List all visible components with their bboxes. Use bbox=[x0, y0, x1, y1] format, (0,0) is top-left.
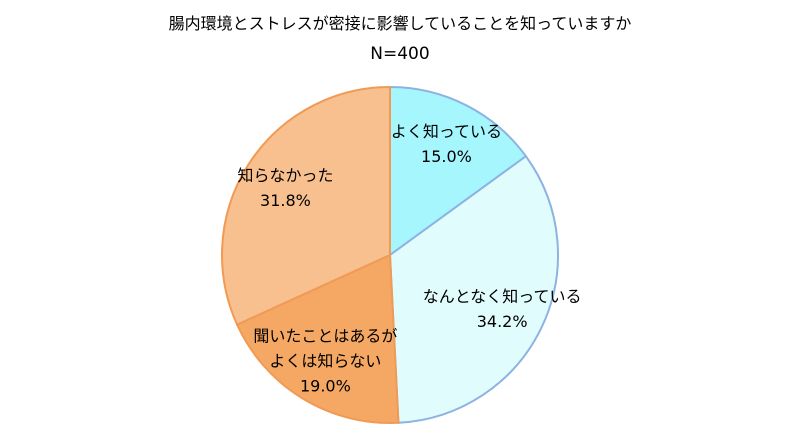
category-label: よく知っている bbox=[390, 122, 503, 142]
pie-slice bbox=[235, 253, 400, 424]
value-label: 15.0% bbox=[421, 147, 472, 167]
pie-slice bbox=[388, 154, 559, 424]
slice-label: なんとなく知っている 34.2% bbox=[423, 284, 582, 334]
slice-label: よく知っている 15.0% bbox=[391, 119, 502, 169]
value-label: 19.0% bbox=[299, 376, 351, 396]
slice-label: 聞いたことはあるが よくは知らない 19.0% bbox=[253, 324, 397, 399]
pie-slice bbox=[221, 85, 391, 326]
category-label: なんとなく知っている bbox=[422, 286, 582, 306]
chart-title: 腸内環境とストレスが密接に影響していることを知っていますか bbox=[168, 14, 632, 33]
value-label: 34.2% bbox=[476, 311, 528, 331]
category-label: 聞いたことはあるが よくは知らない bbox=[253, 326, 398, 371]
category-label: 知らなかった bbox=[237, 165, 334, 185]
pie-slice bbox=[389, 85, 528, 257]
chart-subtitle: N=400 bbox=[370, 44, 430, 64]
value-label: 31.8% bbox=[260, 190, 311, 210]
slice-label: 知らなかった 31.8% bbox=[237, 163, 333, 213]
